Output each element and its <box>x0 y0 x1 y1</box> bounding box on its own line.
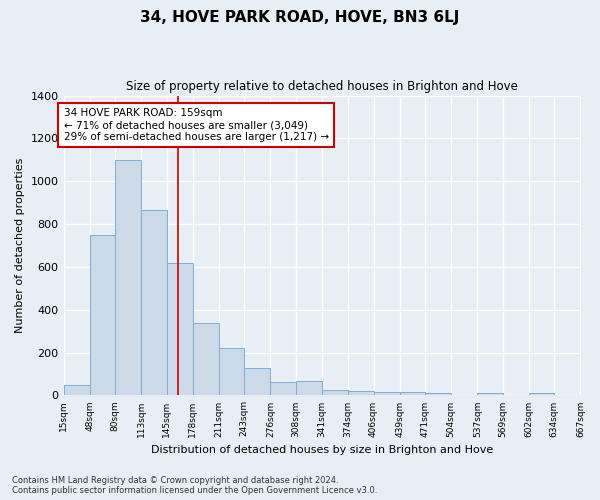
Bar <box>296 381 322 396</box>
Text: 34, HOVE PARK ROAD, HOVE, BN3 6LJ: 34, HOVE PARK ROAD, HOVE, BN3 6LJ <box>140 10 460 25</box>
Y-axis label: Number of detached properties: Number of detached properties <box>15 158 25 333</box>
Bar <box>322 390 348 396</box>
Bar <box>167 262 193 396</box>
Text: Contains HM Land Registry data © Crown copyright and database right 2024.
Contai: Contains HM Land Registry data © Crown c… <box>12 476 377 495</box>
Bar <box>425 394 451 396</box>
Bar <box>478 394 503 396</box>
Bar <box>193 322 219 396</box>
Bar <box>115 160 141 396</box>
Bar <box>244 368 271 396</box>
Bar <box>219 348 244 396</box>
Bar <box>271 382 296 396</box>
X-axis label: Distribution of detached houses by size in Brighton and Hove: Distribution of detached houses by size … <box>151 445 493 455</box>
Title: Size of property relative to detached houses in Brighton and Hove: Size of property relative to detached ho… <box>126 80 518 93</box>
Text: 34 HOVE PARK ROAD: 159sqm
← 71% of detached houses are smaller (3,049)
29% of se: 34 HOVE PARK ROAD: 159sqm ← 71% of detac… <box>64 108 329 142</box>
Bar <box>90 235 115 396</box>
Bar <box>64 386 90 396</box>
Bar <box>400 392 425 396</box>
Bar <box>348 390 374 396</box>
Bar <box>529 392 554 396</box>
Bar <box>141 210 167 396</box>
Bar <box>374 392 400 396</box>
